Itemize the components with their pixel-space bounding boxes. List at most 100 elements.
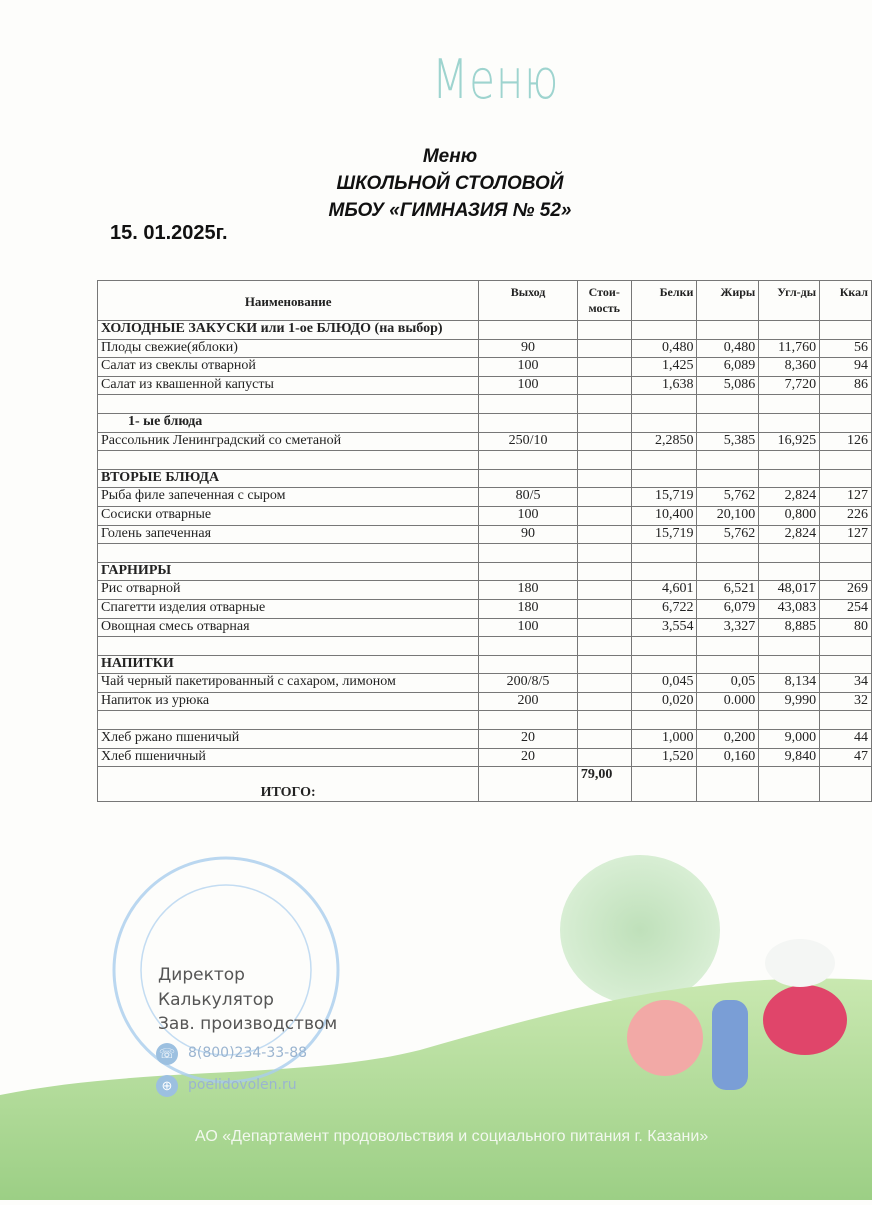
cell-out bbox=[478, 636, 578, 656]
cell-name: ХОЛОДНЫЕ ЗАКУСКИ или 1-ое БЛЮДО (на выбо… bbox=[96, 320, 480, 340]
table-row: Салат из квашенной капусты 100 1,638 5,086 7… bbox=[96, 375, 872, 396]
column-header: Выход bbox=[478, 280, 578, 321]
cell-p: 0,480 bbox=[630, 338, 698, 359]
column-header: Ккал bbox=[819, 280, 872, 321]
cell-out: 100 bbox=[478, 505, 578, 526]
cell-f: 6,521 bbox=[696, 580, 760, 600]
cell-f bbox=[696, 710, 760, 731]
phone-icon: ☏ bbox=[156, 1043, 178, 1065]
cell-p: 1,638 bbox=[630, 375, 698, 396]
cell-p: 3,554 bbox=[630, 617, 698, 638]
cell-k: 32 bbox=[819, 691, 872, 712]
cell-k bbox=[819, 450, 872, 470]
cell-p bbox=[630, 468, 698, 489]
cell-name: ГАРНИРЫ bbox=[96, 561, 480, 582]
cell-f bbox=[696, 654, 760, 675]
cell-name: Спагетти изделия отварные bbox=[96, 598, 480, 619]
cell-f: 5,762 bbox=[696, 524, 760, 545]
cell-c bbox=[758, 636, 821, 656]
cell-k: 56 bbox=[819, 338, 872, 359]
cell-p bbox=[630, 766, 698, 803]
cell-f: 0,200 bbox=[696, 729, 760, 749]
cell-out: 20 bbox=[478, 747, 578, 768]
cell-c: 2,824 bbox=[758, 524, 821, 545]
cell-c: 9,000 bbox=[758, 729, 821, 749]
column-header: Белки bbox=[630, 280, 698, 321]
cell-out: 180 bbox=[478, 598, 578, 619]
table-row: Спагетти изделия отварные 180 6,722 6,079 43… bbox=[96, 598, 872, 619]
cell-c bbox=[758, 394, 821, 414]
table-row: Рассольник Ленинградский со сметаной 250/… bbox=[96, 431, 872, 452]
cell-name: Рис отварной bbox=[96, 580, 480, 600]
cell-out: 200 bbox=[478, 691, 578, 712]
cell-p: 1,520 bbox=[630, 747, 698, 768]
handwritten-title: Меню bbox=[432, 48, 560, 111]
cell-out bbox=[478, 412, 578, 433]
cell-c bbox=[758, 654, 821, 675]
cell-c: 43,083 bbox=[758, 598, 821, 619]
cell-f: 5,762 bbox=[696, 487, 760, 507]
menu-table: Наименование Выход Стои-мость Белки Жиры Угл-… bbox=[96, 280, 872, 803]
cell-c: 9,990 bbox=[758, 691, 821, 712]
beet-character bbox=[763, 985, 847, 1055]
cell-k bbox=[819, 636, 872, 656]
cell-name: Салат из свеклы отварной bbox=[96, 357, 480, 377]
cell-out: 100 bbox=[478, 357, 578, 377]
table-row: Салат из свеклы отварной 100 1,425 6,089 8,3… bbox=[96, 357, 872, 377]
chef-hat bbox=[765, 939, 835, 987]
cell-p bbox=[630, 636, 698, 656]
cell-c: 8,885 bbox=[758, 617, 821, 638]
cell-f bbox=[696, 394, 760, 414]
table-row: 1- ые блюда bbox=[96, 412, 872, 433]
cell-c bbox=[758, 766, 821, 803]
cell-k: 34 bbox=[819, 673, 872, 693]
cell-name bbox=[96, 636, 480, 656]
cell-out bbox=[478, 320, 578, 340]
cell-p: 1,425 bbox=[630, 357, 698, 377]
cell-p: 1,000 bbox=[630, 729, 698, 749]
cell-out: 180 bbox=[478, 580, 578, 600]
cell-name: Рассольник Ленинградский со сметаной bbox=[96, 431, 480, 452]
cell-cost bbox=[576, 394, 632, 414]
cell-cost bbox=[576, 729, 632, 749]
cell-k bbox=[819, 766, 872, 803]
cell-p: 6,722 bbox=[630, 598, 698, 619]
table-row: Рыба филе запеченная с сыром 80/5 15,719 5,… bbox=[96, 487, 872, 507]
phone-number: 8(800)234-33-88 bbox=[188, 1045, 308, 1061]
cell-c: 8,360 bbox=[758, 357, 821, 377]
cell-k bbox=[819, 320, 872, 340]
table-row: Хлеб пшеничный 20 1,520 0,160 9,840 47 bbox=[96, 747, 872, 768]
cell-name: Напиток из урюка bbox=[96, 691, 480, 712]
cell-cost bbox=[576, 636, 632, 656]
cell-cost bbox=[576, 617, 632, 638]
cell-c bbox=[758, 543, 821, 563]
cell-out: 100 bbox=[478, 375, 578, 396]
cell-cost bbox=[576, 412, 632, 433]
cell-k: 226 bbox=[819, 505, 872, 526]
cell-k: 254 bbox=[819, 598, 872, 619]
cell-f: 6,089 bbox=[696, 357, 760, 377]
cell-cost bbox=[576, 654, 632, 675]
cell-cost bbox=[576, 747, 632, 768]
table-row: Сосиски отварные 100 10,400 20,100 0,800 226 bbox=[96, 505, 872, 526]
empty-row bbox=[96, 636, 872, 656]
cell-c bbox=[758, 450, 821, 470]
cell-p bbox=[630, 710, 698, 731]
website-link[interactable]: poelidovolen.ru bbox=[188, 1077, 297, 1093]
cell-f: 5,385 bbox=[696, 431, 760, 452]
cell-f bbox=[696, 766, 760, 803]
cell-out bbox=[478, 654, 578, 675]
cell-c bbox=[758, 561, 821, 582]
cell-out: 90 bbox=[478, 338, 578, 359]
cell-f bbox=[696, 468, 760, 489]
cell-name bbox=[96, 543, 480, 563]
cell-cost bbox=[576, 431, 632, 452]
title-line-3: МБОУ «ГИМНАЗИЯ № 52» bbox=[328, 200, 572, 221]
cell-f: 0,480 bbox=[696, 338, 760, 359]
cell-name bbox=[96, 394, 480, 414]
cell-cost bbox=[576, 505, 632, 526]
table-row: Овощная смесь отварная 100 3,554 3,327 8,885… bbox=[96, 617, 872, 638]
table-row: Рис отварной 180 4,601 6,521 48,017 269 bbox=[96, 580, 872, 600]
potato-character bbox=[712, 1000, 748, 1090]
cell-cost bbox=[576, 338, 632, 359]
